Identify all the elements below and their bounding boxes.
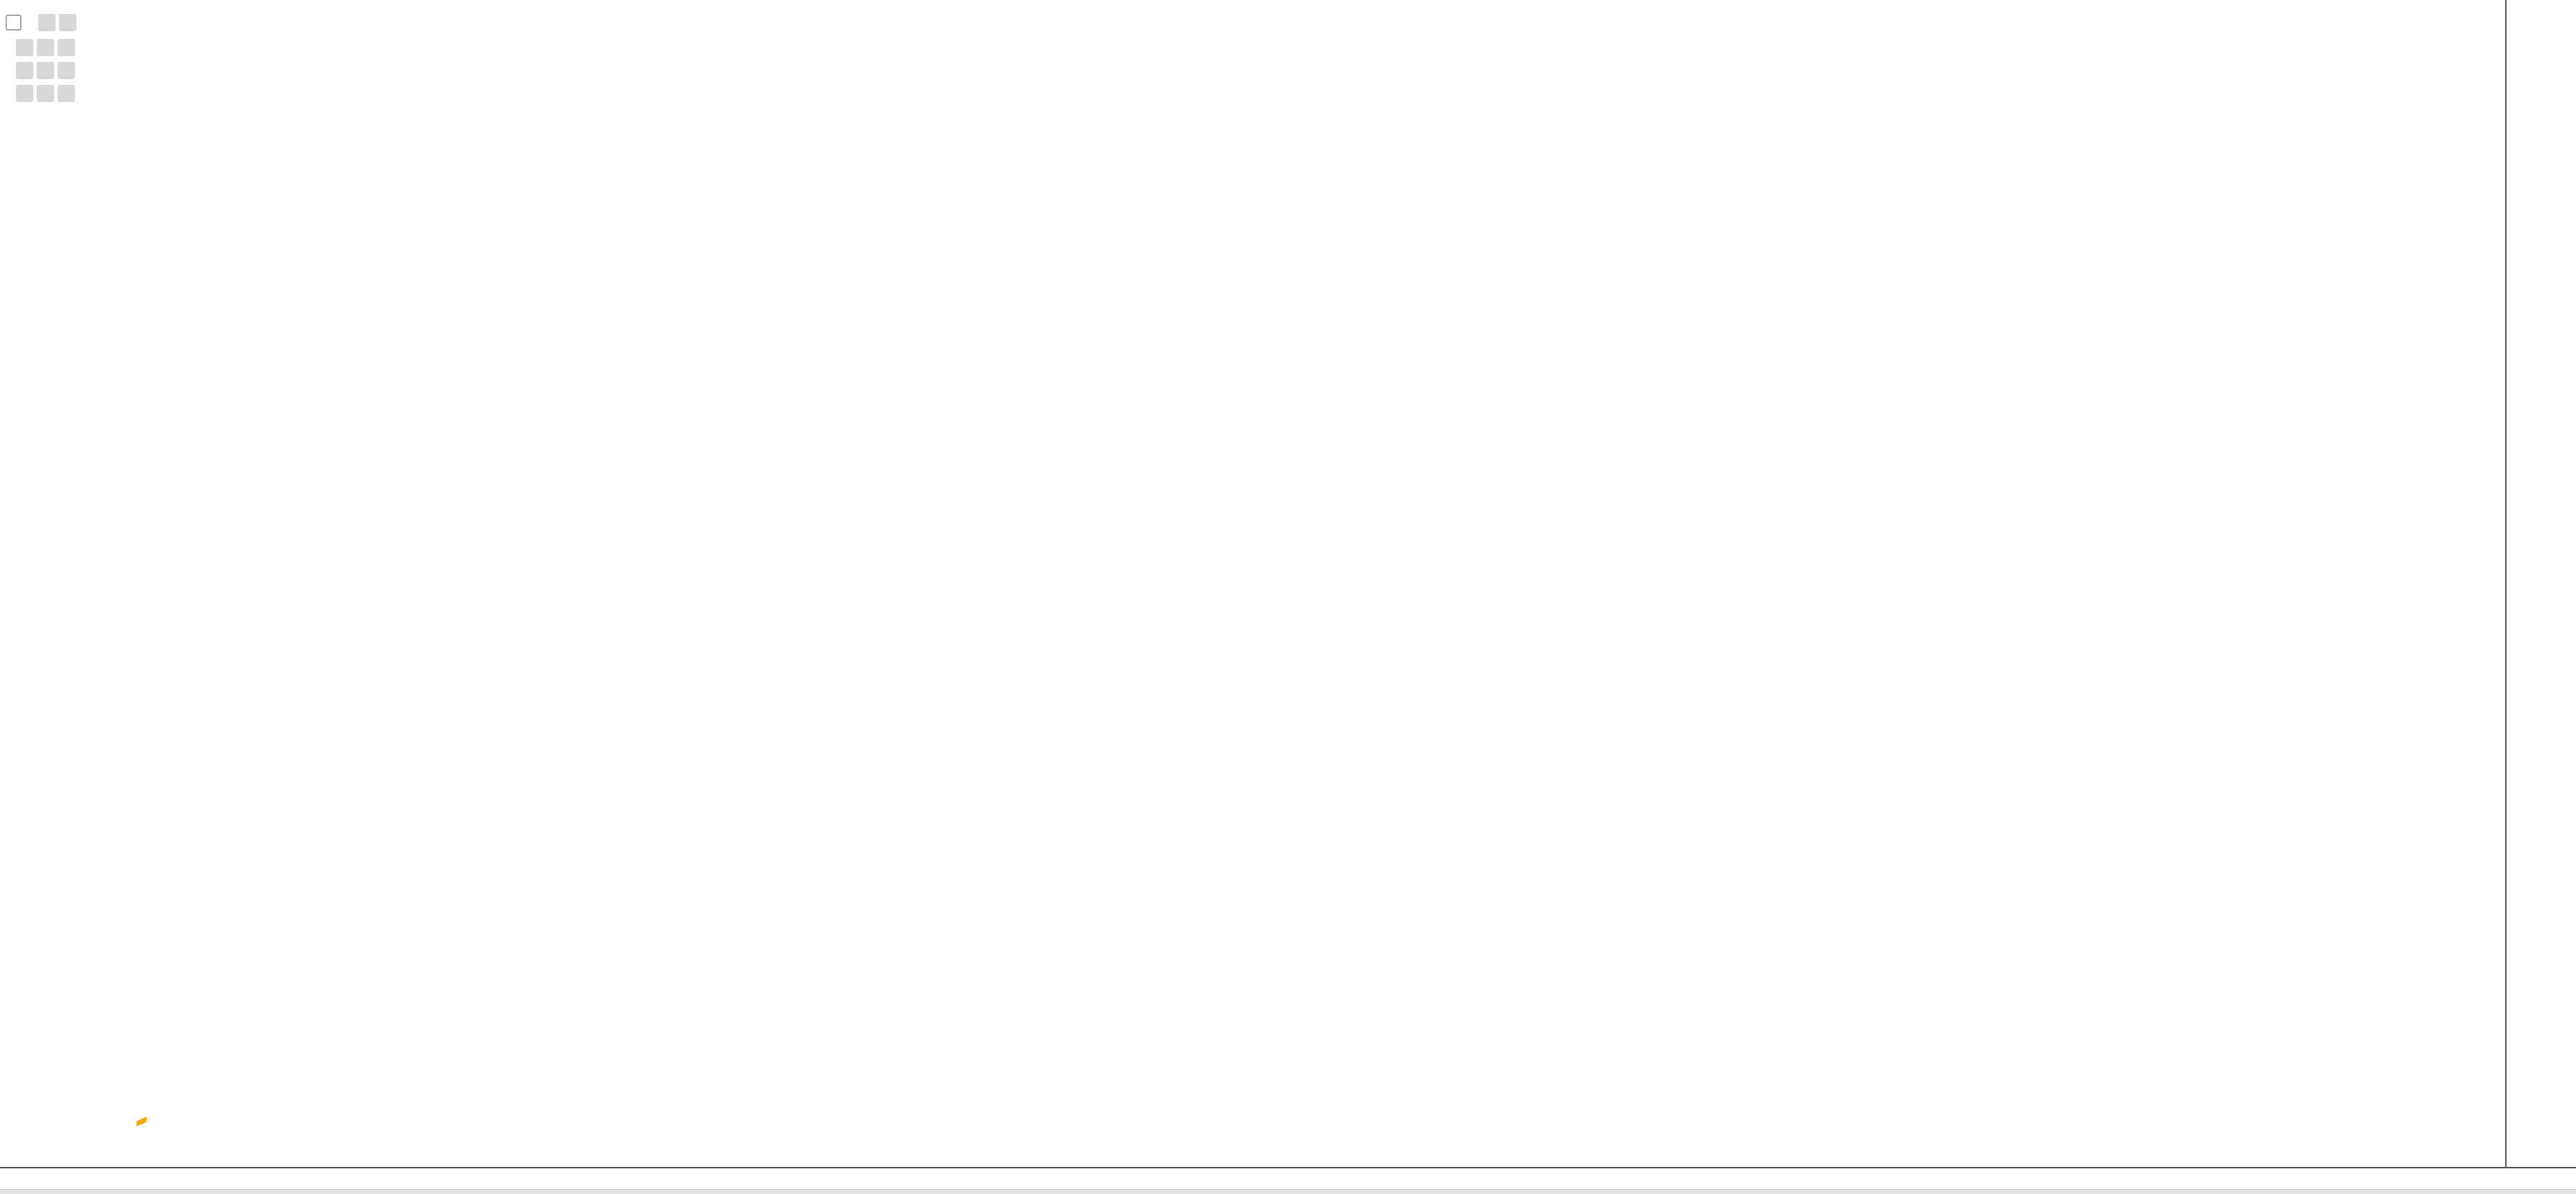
compare-row-us5yt [6,36,134,59]
time-axis[interactable] [0,1167,2576,1191]
main-symbol-row [6,8,134,36]
legend [6,8,134,105]
close-icon[interactable] [58,85,75,102]
close-icon[interactable] [58,39,75,56]
price-axis[interactable] [2505,0,2576,1188]
eye-icon[interactable] [16,39,33,56]
eye-icon[interactable] [38,13,56,31]
eye-icon[interactable] [16,62,33,79]
gear-icon[interactable] [37,85,54,102]
close-icon[interactable] [58,62,75,79]
gear-icon[interactable] [37,39,54,56]
price-chart-plot[interactable] [0,0,2505,1167]
eye-icon[interactable] [16,85,33,102]
compare-row-us10yt [6,59,134,82]
gear-icon[interactable] [59,13,76,31]
compare-row-us30yt [6,82,134,105]
collapse-icon[interactable] [6,14,22,31]
gear-icon[interactable] [37,62,54,79]
bottom-scroll-strip[interactable] [0,1189,2576,1194]
